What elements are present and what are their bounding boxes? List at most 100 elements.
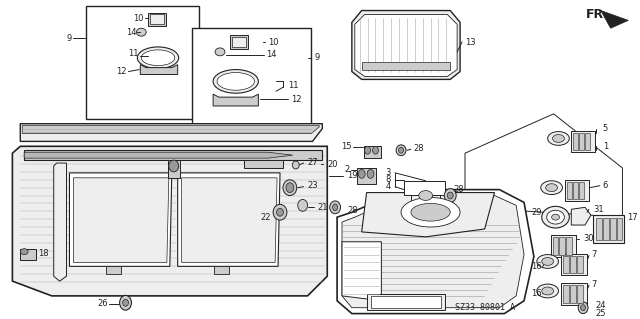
Bar (356, 168, 376, 184)
Ellipse shape (399, 147, 403, 153)
Polygon shape (572, 207, 591, 225)
Polygon shape (337, 189, 534, 314)
Text: 28: 28 (347, 206, 358, 215)
Bar (214, 266, 229, 274)
Bar (573, 132, 578, 150)
Text: 15: 15 (341, 142, 352, 151)
Polygon shape (70, 173, 172, 266)
Text: 12: 12 (116, 67, 127, 76)
Polygon shape (22, 126, 319, 134)
Text: 11: 11 (288, 81, 298, 90)
Text: 28: 28 (453, 185, 464, 194)
Bar (150, 14, 164, 24)
Bar (367, 294, 445, 310)
Ellipse shape (215, 48, 225, 56)
Ellipse shape (580, 305, 586, 311)
Bar (565, 180, 589, 201)
Text: 31: 31 (593, 205, 604, 214)
Ellipse shape (546, 184, 557, 192)
Polygon shape (601, 11, 628, 28)
Text: 14: 14 (266, 50, 276, 59)
Ellipse shape (358, 169, 365, 178)
Text: 30: 30 (583, 234, 594, 243)
Polygon shape (352, 11, 460, 79)
Bar (362, 62, 451, 70)
Ellipse shape (552, 135, 564, 142)
Text: 18: 18 (38, 249, 49, 258)
Bar (404, 181, 445, 195)
Ellipse shape (372, 146, 378, 154)
Text: 16: 16 (531, 262, 541, 271)
Bar (577, 285, 583, 303)
Ellipse shape (541, 181, 563, 195)
Text: 19: 19 (347, 171, 357, 180)
Ellipse shape (333, 204, 337, 211)
Ellipse shape (213, 70, 259, 93)
Text: 14: 14 (126, 28, 136, 37)
Ellipse shape (578, 302, 588, 314)
Text: 25: 25 (596, 309, 606, 318)
Polygon shape (24, 150, 323, 160)
Ellipse shape (396, 145, 406, 156)
Bar (371, 296, 442, 308)
Ellipse shape (444, 189, 456, 202)
Bar (573, 182, 578, 199)
Polygon shape (342, 242, 381, 301)
Bar (20, 249, 36, 260)
Ellipse shape (276, 208, 284, 216)
Text: 20: 20 (327, 160, 338, 168)
Ellipse shape (217, 72, 255, 90)
Ellipse shape (286, 183, 294, 193)
Text: 22: 22 (260, 213, 271, 222)
Ellipse shape (120, 295, 131, 310)
Bar (593, 215, 625, 243)
Bar (579, 132, 584, 150)
Bar (550, 235, 576, 256)
Bar (596, 218, 602, 240)
Bar (552, 237, 559, 255)
Bar (411, 189, 440, 201)
Bar (561, 254, 587, 275)
Bar (616, 218, 623, 240)
Bar (567, 182, 572, 199)
Bar (244, 160, 283, 168)
Bar (364, 146, 381, 158)
Text: 4: 4 (386, 182, 391, 191)
Text: 28: 28 (414, 144, 424, 153)
Text: 13: 13 (465, 38, 476, 47)
Polygon shape (20, 124, 323, 141)
Ellipse shape (123, 299, 129, 306)
Ellipse shape (138, 47, 179, 69)
Bar (106, 266, 120, 274)
Ellipse shape (547, 210, 564, 224)
Bar (570, 285, 576, 303)
Polygon shape (178, 173, 280, 266)
Bar (570, 256, 576, 273)
Text: 5: 5 (603, 124, 608, 133)
Bar (232, 37, 246, 47)
Bar (168, 160, 180, 178)
Text: 17: 17 (627, 213, 638, 222)
Text: 8: 8 (385, 175, 391, 184)
Text: 10: 10 (268, 38, 278, 47)
Bar (610, 218, 616, 240)
Ellipse shape (330, 201, 340, 214)
Ellipse shape (273, 204, 287, 220)
Bar (559, 237, 565, 255)
Ellipse shape (283, 180, 297, 196)
Text: 9: 9 (314, 53, 320, 62)
Text: 10: 10 (132, 14, 143, 23)
Text: 7: 7 (591, 250, 596, 259)
Text: 11: 11 (128, 49, 138, 58)
Polygon shape (74, 178, 169, 263)
Polygon shape (12, 146, 327, 296)
Text: FR.: FR. (586, 8, 609, 21)
Polygon shape (54, 163, 67, 281)
Ellipse shape (169, 160, 179, 172)
Polygon shape (342, 196, 524, 308)
Bar (566, 237, 572, 255)
Ellipse shape (537, 255, 559, 268)
Bar (193, 28, 310, 131)
Text: 12: 12 (291, 95, 301, 104)
Text: 1: 1 (603, 142, 608, 151)
